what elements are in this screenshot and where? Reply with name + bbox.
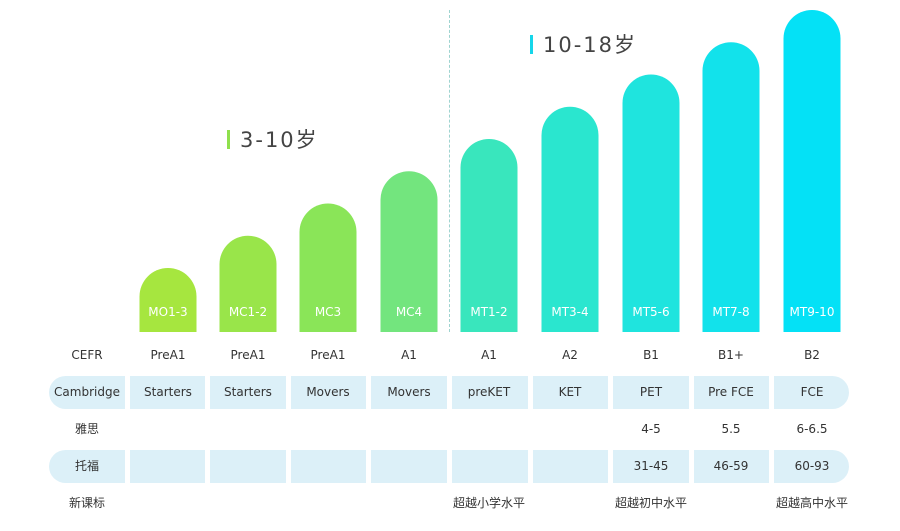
table-cell: FCE bbox=[800, 385, 824, 399]
cell-separator bbox=[608, 376, 613, 409]
table-cell: 60-93 bbox=[794, 459, 830, 473]
cell-separator bbox=[528, 450, 533, 483]
age-group-3-10: 3-10岁 bbox=[227, 124, 319, 154]
table-cell: Starters bbox=[224, 385, 272, 399]
table-cell: A1 bbox=[481, 348, 497, 362]
table-cell: preKET bbox=[467, 385, 511, 399]
table-row: 雅思 4-5 5.5 6-6.5 bbox=[0, 413, 900, 446]
table-row: 新课标 超越小学水平 超越初中水平 超越高中水平 bbox=[0, 487, 900, 520]
table-cell: B1 bbox=[643, 348, 659, 362]
bar-label: MO1-3 bbox=[148, 305, 187, 319]
cell-separator bbox=[205, 376, 210, 409]
bar-mt5-6 bbox=[622, 74, 680, 332]
bar-label: MT9-10 bbox=[790, 305, 835, 319]
cell-separator bbox=[125, 450, 130, 483]
table-cell: PreA1 bbox=[150, 348, 186, 362]
cell-separator bbox=[125, 376, 130, 409]
table-row: CEFR PreA1 PreA1 PreA1 A1 A1 A2 B1 B1+ B2 bbox=[0, 339, 900, 372]
table-row: 托福 31-45 46-59 60-93 bbox=[0, 450, 900, 483]
age-group-label: 3-10岁 bbox=[240, 128, 319, 152]
row-label: 雅思 bbox=[74, 422, 99, 436]
bar-label: MT5-6 bbox=[632, 305, 669, 319]
cell-separator bbox=[366, 450, 371, 483]
table-cell: B1+ bbox=[718, 348, 744, 362]
cell-separator bbox=[528, 376, 533, 409]
row-label: 新课标 bbox=[68, 496, 105, 510]
table-cell: 46-59 bbox=[713, 459, 749, 473]
table-cell: Movers bbox=[387, 385, 431, 399]
cell-separator bbox=[286, 376, 291, 409]
table-cell: 超越高中水平 bbox=[775, 496, 848, 510]
table-cell: A1 bbox=[401, 348, 417, 362]
table-cell: 超越小学水平 bbox=[452, 496, 525, 510]
cell-separator bbox=[447, 376, 452, 409]
table-cell: Starters bbox=[144, 385, 192, 399]
table-cell: 31-45 bbox=[633, 459, 669, 473]
table-cell: 超越初中水平 bbox=[614, 496, 687, 510]
bar-label: MC4 bbox=[396, 305, 422, 319]
bar-mc3 bbox=[299, 203, 357, 332]
bar-mt7-8 bbox=[702, 42, 760, 332]
table-cell: PreA1 bbox=[230, 348, 266, 362]
table-cell: PET bbox=[639, 385, 663, 399]
table-cell: 6-6.5 bbox=[796, 422, 828, 436]
age-group-label: 10-18岁 bbox=[543, 33, 638, 57]
row-label: CEFR bbox=[71, 348, 103, 362]
cell-separator bbox=[286, 450, 291, 483]
bar-mc1-2 bbox=[219, 235, 277, 332]
bar-label: MC3 bbox=[315, 305, 341, 319]
bar-mo1-3 bbox=[139, 268, 197, 332]
table-cell: 5.5 bbox=[721, 422, 741, 436]
bar-mt1-2 bbox=[460, 139, 518, 332]
age-group-marker bbox=[530, 34, 533, 54]
cell-separator bbox=[769, 376, 774, 409]
bar-label: MT3-4 bbox=[551, 305, 588, 319]
table-cell: Pre FCE bbox=[708, 385, 754, 399]
table-cell: B2 bbox=[804, 348, 820, 362]
cell-separator bbox=[447, 450, 452, 483]
cell-separator bbox=[689, 450, 694, 483]
cell-separator bbox=[769, 450, 774, 483]
table-cell: Movers bbox=[306, 385, 350, 399]
bar-mc4 bbox=[380, 171, 438, 332]
table-cell: 4-5 bbox=[641, 422, 661, 436]
age-divider-line bbox=[449, 10, 450, 332]
age-group-10-18: 10-18岁 bbox=[530, 29, 637, 59]
bar-mt9-10 bbox=[783, 9, 841, 332]
row-label: Cambridge bbox=[54, 385, 120, 399]
bar-label: MC1-2 bbox=[229, 305, 267, 319]
cell-separator bbox=[608, 450, 613, 483]
bar-mt3-4 bbox=[541, 106, 599, 332]
bar-label: MT1-2 bbox=[470, 305, 507, 319]
cell-separator bbox=[366, 376, 371, 409]
bar-label: MT7-8 bbox=[712, 305, 749, 319]
table-cell: A2 bbox=[562, 348, 578, 362]
cell-separator bbox=[205, 450, 210, 483]
age-group-marker bbox=[227, 129, 230, 149]
cell-separator bbox=[689, 376, 694, 409]
row-label: 托福 bbox=[74, 459, 99, 473]
table-row: Cambridge Starters Starters Movers Movers pre… bbox=[0, 376, 900, 409]
table-cell: PreA1 bbox=[310, 348, 346, 362]
table-cell: KET bbox=[558, 385, 582, 399]
